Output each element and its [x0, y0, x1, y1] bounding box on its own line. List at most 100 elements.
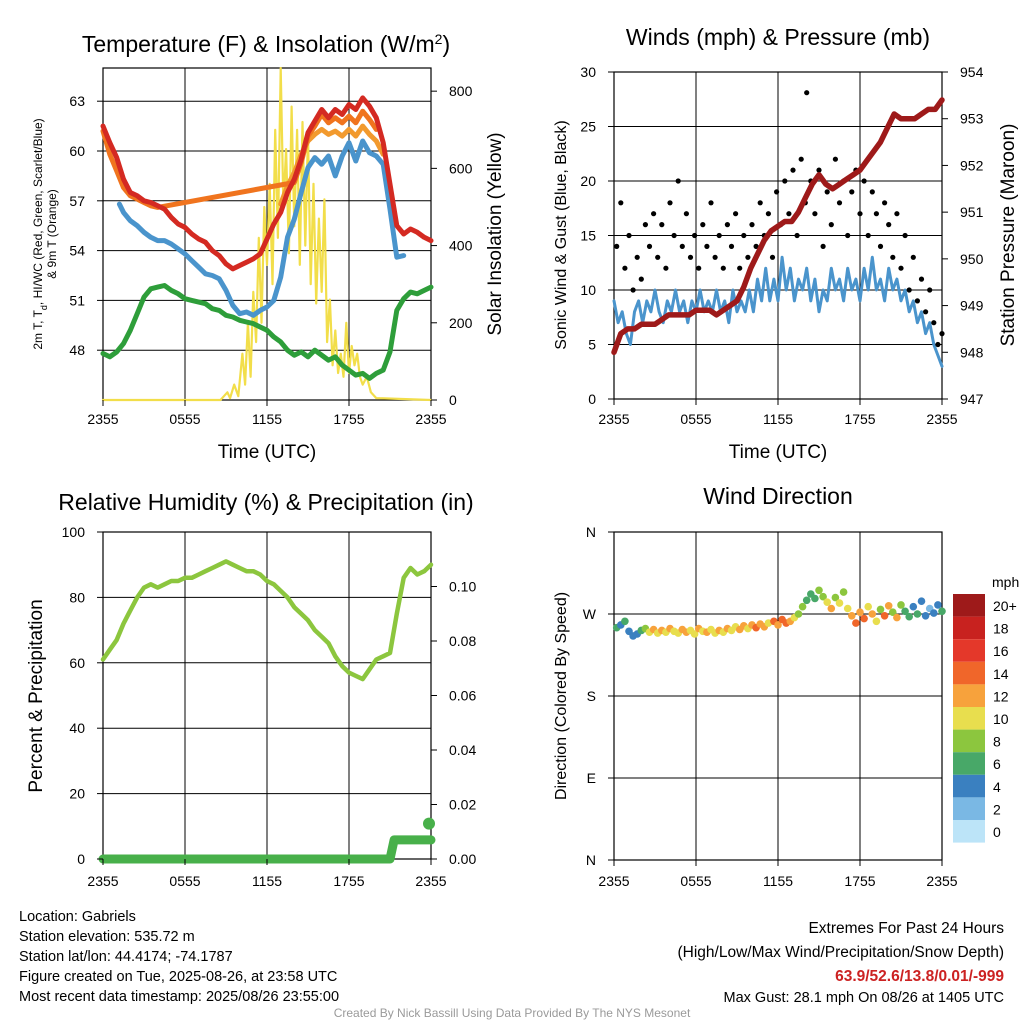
winds-gust-point: [849, 189, 855, 195]
winds-gust-point: [782, 178, 788, 184]
temperature-series: [100, 66, 434, 402]
direction-legend-swatch: [953, 661, 985, 685]
direction-series: [612, 586, 946, 640]
direction-point: [852, 619, 860, 627]
direction-legend-swatch: [953, 684, 985, 707]
winds-gust-point: [790, 167, 796, 173]
direction-legend-label: 14: [993, 666, 1009, 682]
direction-point: [913, 610, 922, 618]
winds-gust-point: [845, 232, 851, 239]
temperature-ylabel: 2m T, Td, HI/WC (Red, Green, Scarlet/Blu…: [31, 118, 49, 349]
winds-ytick-label: 25: [580, 119, 596, 135]
winds-gust-point: [712, 254, 718, 260]
direction-xtick-label: 2355: [926, 873, 957, 889]
winds-gust-point: [753, 243, 759, 249]
humidity-ytick-label: 0: [77, 851, 85, 867]
direction-point: [884, 602, 893, 610]
extremes-subtitle: (High/Low/Max Wind/Precipitation/Snow De…: [677, 944, 1005, 961]
direction-legend-swatch: [953, 820, 985, 843]
temperature-series-hi-wc: [100, 108, 379, 210]
temperature-series-2m-t: [100, 95, 434, 272]
direction-point: [938, 607, 946, 616]
temperature-ytick-label: 48: [69, 342, 85, 358]
winds-gust-point: [914, 298, 921, 304]
temperature-ytick-label: 63: [69, 93, 85, 109]
extremes-block: Extremes For Past 24 Hours (High/Low/Max…: [678, 917, 1005, 1007]
winds-xtick-label: 0555: [680, 411, 711, 427]
direction-point: [774, 621, 782, 629]
temperature-ytick-label: 60: [69, 143, 85, 159]
winds-ytick-label-right: 947: [960, 391, 984, 407]
winds-xtick-label: 2355: [926, 411, 957, 427]
winds-gust-point: [804, 90, 810, 96]
winds-ytick-label: 0: [588, 391, 596, 407]
humidity-ytick-label: 20: [69, 786, 85, 802]
winds-gust-point: [630, 287, 636, 293]
extremes-values: 63.9/52.6/13.8/0.01/-999: [835, 968, 1004, 985]
direction-legend-label: 16: [993, 643, 1009, 659]
humidity-ytick-label-right: 0.00: [449, 851, 476, 867]
winds-gust-point: [733, 211, 739, 217]
humidity-ytick-label: 80: [69, 589, 85, 605]
station-location: Location: Gabriels: [19, 909, 136, 925]
winds-gust-point: [861, 178, 867, 184]
winds-gust-point: [882, 200, 888, 206]
direction-point: [798, 602, 807, 611]
winds-gust-point: [687, 254, 694, 260]
direction-ytick-label: S: [587, 688, 596, 704]
temperature-ytick-label: 57: [69, 193, 85, 209]
direction-xtick-label: 2355: [598, 873, 629, 889]
temperature-ytick-label-right: 800: [449, 83, 473, 99]
temperature-series-td: [116, 138, 407, 318]
temperature-xtick-label: 1155: [252, 411, 282, 427]
direction-point: [876, 605, 885, 614]
direction-point: [690, 630, 699, 638]
temperature-ylabel-2: & 9m T (Orange): [45, 189, 59, 279]
winds-ytick-label-right: 953: [960, 111, 984, 127]
direction-point: [843, 604, 852, 613]
direction-legend-label: 8: [993, 734, 1001, 750]
winds-gust-point: [865, 232, 871, 239]
direction-legend-swatch: [953, 797, 985, 820]
station-latlon: Station lat/lon: 44.4174; -74.1787: [19, 949, 233, 965]
winds-gust-point: [745, 254, 751, 260]
humidity-ticks: 2355 0555 1155 1755 23550204060801000.000.02…: [62, 524, 477, 889]
winds-gust-point: [622, 265, 628, 271]
direction-xtick-label: 1755: [844, 873, 875, 889]
direction-point: [864, 602, 872, 611]
winds-gust-point: [894, 211, 900, 217]
direction-title: Wind Direction: [703, 483, 853, 509]
winds-gust-point: [659, 222, 665, 228]
direction-point: [872, 617, 881, 626]
winds-gust-point: [749, 222, 755, 228]
winds-gust-point: [832, 156, 839, 162]
winds-gust-point: [890, 254, 896, 260]
winds-gust-point: [902, 232, 908, 239]
credit-line: Created By Nick Bassill Using Data Provi…: [333, 1006, 691, 1020]
humidity-series-precipitation: [98, 835, 436, 864]
direction-ytick-label: N: [586, 852, 596, 868]
winds-gust-point: [728, 243, 735, 249]
humidity-xtick-label: 2355: [415, 873, 446, 889]
winds-gust-point: [655, 254, 661, 260]
winds-title: Winds (mph) & Pressure (mb): [626, 24, 930, 50]
winds-xtick-label: 2355: [598, 411, 629, 427]
direction-point: [839, 588, 848, 596]
winds-ytick-label-right: 951: [960, 204, 984, 220]
humidity-xtick-label: 1155: [252, 873, 282, 889]
direction-point: [621, 617, 629, 626]
winds-gust-point: [931, 320, 937, 326]
winds-gust-point: [836, 200, 843, 206]
winds-gust-point: [696, 265, 702, 271]
direction-point: [893, 613, 901, 622]
winds-ytick-label: 10: [580, 282, 596, 298]
humidity-ytick-label: 100: [62, 524, 86, 540]
station-elevation: Station elevation: 535.72 m: [19, 929, 195, 945]
winds-gust-point: [757, 200, 763, 206]
direction-point: [823, 598, 831, 606]
direction-point: [802, 596, 811, 605]
winds-series-sonic-wind: [612, 255, 944, 368]
direction-legend-label: 0: [993, 824, 1001, 840]
